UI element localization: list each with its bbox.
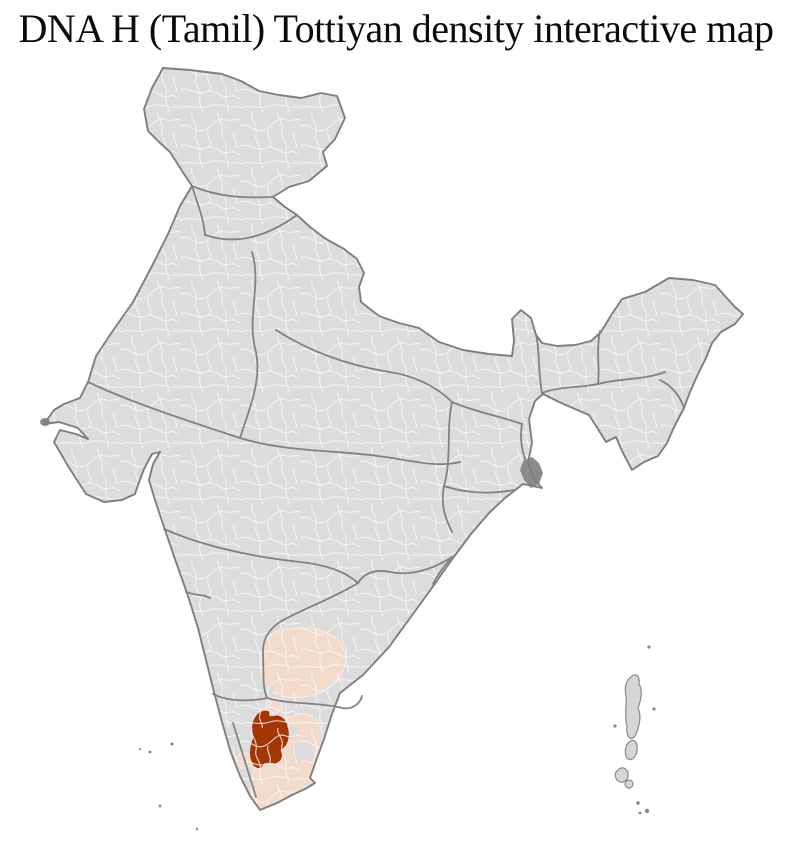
andaman-main-island	[624, 674, 642, 739]
lakshadweep-islands	[138, 742, 199, 831]
nicobar-island	[624, 779, 634, 789]
andaman-island	[624, 739, 638, 761]
andaman-ring-island	[614, 767, 629, 783]
district-borders-texture	[44, 68, 743, 810]
state-borders	[87, 185, 685, 798]
page-title: DNA H (Tamil) Tottiyan density interacti…	[18, 6, 774, 51]
andaman-nicobar-islands[interactable]	[613, 645, 656, 815]
